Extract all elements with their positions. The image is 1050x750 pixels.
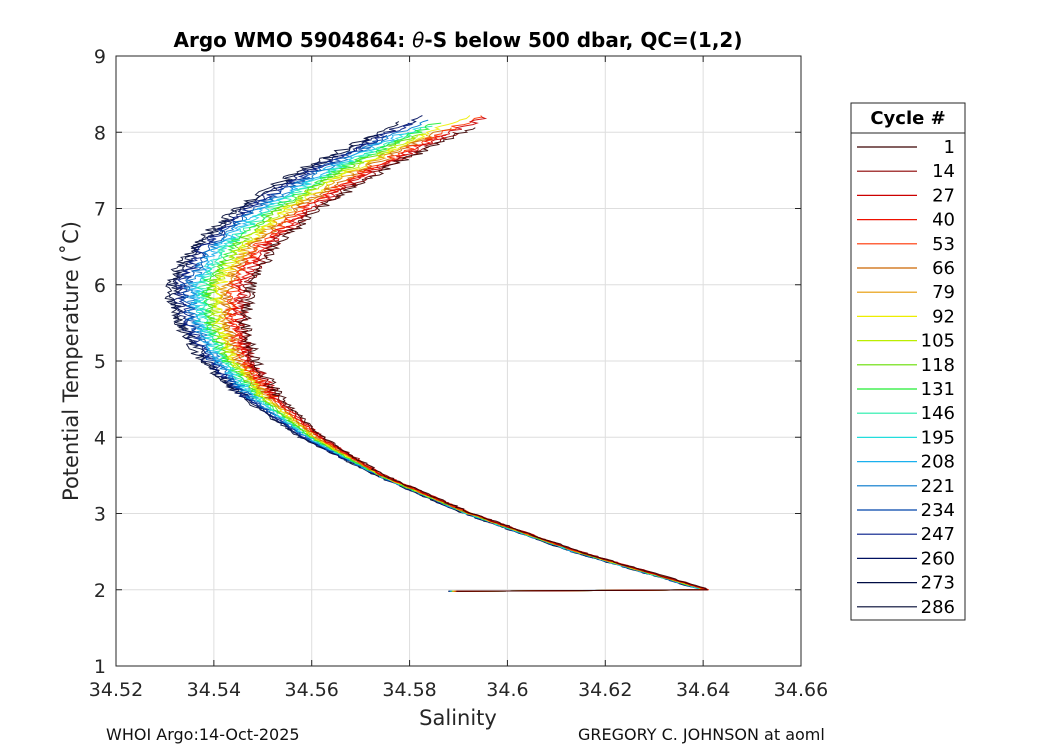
y-tick-label: 1 (94, 656, 106, 678)
legend-title: Cycle # (870, 108, 945, 129)
footer-author: GREGORY C. JOHNSON at aoml (578, 725, 825, 744)
legend-label: 14 (932, 161, 955, 182)
legend-label: 53 (932, 234, 955, 255)
legend-label: 208 (921, 452, 955, 473)
x-tick-label: 34.58 (382, 679, 436, 701)
profile-lines (164, 115, 709, 592)
title-suffix: -S below 500 dbar, QC=(1,2) (424, 28, 742, 52)
legend-label: 40 (932, 210, 955, 231)
legend-label: 273 (921, 573, 955, 594)
footer-credit: WHOI Argo:14-Oct-2025 (106, 725, 300, 744)
legend-label: 260 (921, 548, 955, 569)
y-tick-label: 4 (94, 427, 106, 449)
x-tick-label: 34.52 (89, 679, 143, 701)
y-tick-label: 3 (94, 504, 106, 526)
legend-label: 92 (932, 306, 955, 327)
x-axis-label: Salinity (419, 706, 497, 730)
legend: Cycle # 1 14 27 40 53 66 79 92 105 118 131 146 195 20… (850, 102, 966, 621)
legend-label: 105 (921, 331, 955, 352)
y-tick-label: 9 (94, 46, 106, 68)
title-prefix: Argo WMO 5904864: (174, 28, 413, 52)
legend-label: 195 (921, 427, 955, 448)
x-tick-label: 34.54 (187, 679, 241, 701)
x-tick-label: 34.64 (676, 679, 730, 701)
title-theta-symbol: θ (412, 28, 424, 52)
legend-label: 234 (921, 500, 955, 521)
legend-label: 146 (921, 403, 955, 424)
axis-ticks: 34.52 34.54 34.56 34.58 34.6 34.62 34.64 34.66 1… (89, 46, 828, 701)
x-tick-label: 34.56 (285, 679, 339, 701)
legend-label: 247 (921, 524, 955, 545)
y-tick-label: 7 (94, 199, 106, 221)
legend-label: 131 (921, 379, 955, 400)
x-tick-label: 34.6 (486, 679, 528, 701)
y-tick-label: 2 (94, 580, 106, 602)
y-tick-label: 8 (94, 122, 106, 144)
legend-label: 79 (932, 282, 955, 303)
legend-label: 27 (932, 185, 955, 206)
legend-label: 1 (944, 137, 955, 158)
x-tick-label: 34.66 (774, 679, 828, 701)
legend-label: 118 (921, 355, 955, 376)
y-tick-label: 5 (94, 351, 106, 373)
legend-label: 286 (921, 597, 955, 618)
profile-cycle-1 (238, 127, 708, 592)
y-tick-label: 6 (94, 275, 106, 297)
legend-label: 66 (932, 258, 955, 279)
y-axis-label: Potential Temperature (˚C) (59, 221, 83, 501)
chart-title: Argo WMO 5904864: θ-S below 500 dbar, QC… (174, 28, 743, 52)
legend-label: 221 (921, 476, 955, 497)
x-tick-label: 34.62 (578, 679, 632, 701)
